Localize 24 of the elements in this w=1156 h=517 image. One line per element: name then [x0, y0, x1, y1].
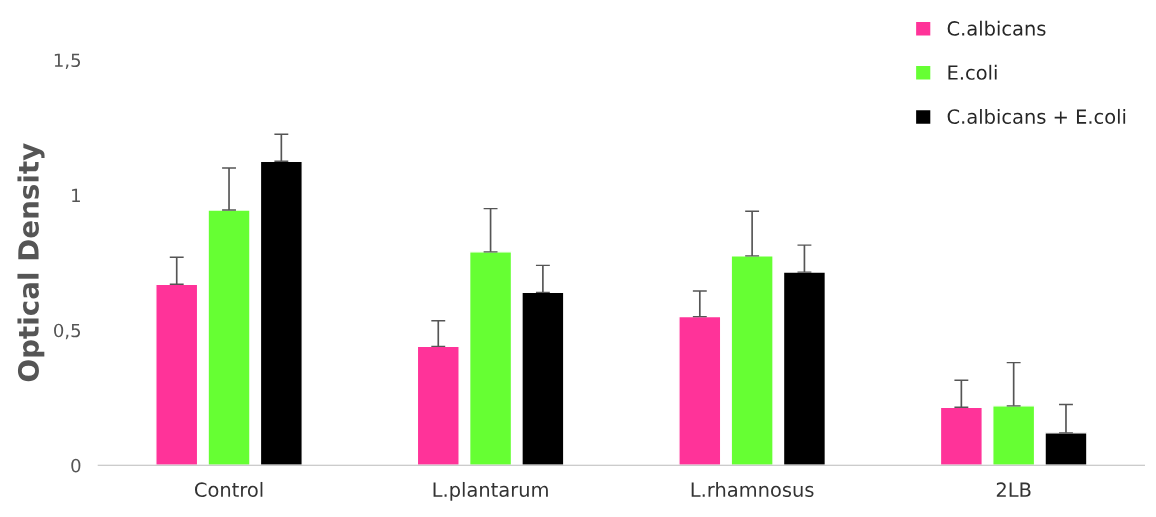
y-axis-title: Optical Density — [17, 143, 45, 382]
legend-label: E.coli — [948, 64, 997, 80]
legend-label: C.albicans — [947, 20, 1046, 36]
legend-label: C.albicans + E.coli — [947, 108, 1126, 124]
bar — [155, 283, 199, 466]
x-tick-label: L.rhamnosus — [691, 481, 814, 498]
bar — [678, 315, 722, 466]
y-tick-label: 1,5 — [54, 53, 81, 69]
bar — [416, 345, 460, 466]
bar — [730, 255, 774, 466]
x-tick-label: Control — [194, 481, 263, 498]
bar — [207, 209, 251, 466]
bar — [521, 291, 565, 466]
bar — [992, 405, 1036, 466]
y-tick-label: 1 — [72, 188, 80, 202]
bar — [1044, 432, 1088, 466]
y-tick-label: 0 — [71, 458, 81, 473]
bar — [939, 406, 983, 466]
bar — [468, 251, 513, 466]
x-tick-label: L.plantarum — [433, 481, 548, 501]
bar — [782, 271, 827, 466]
x-tick-label: 2LB — [996, 482, 1031, 497]
bar — [259, 160, 303, 466]
y-tick-label: 0,5 — [54, 323, 81, 340]
